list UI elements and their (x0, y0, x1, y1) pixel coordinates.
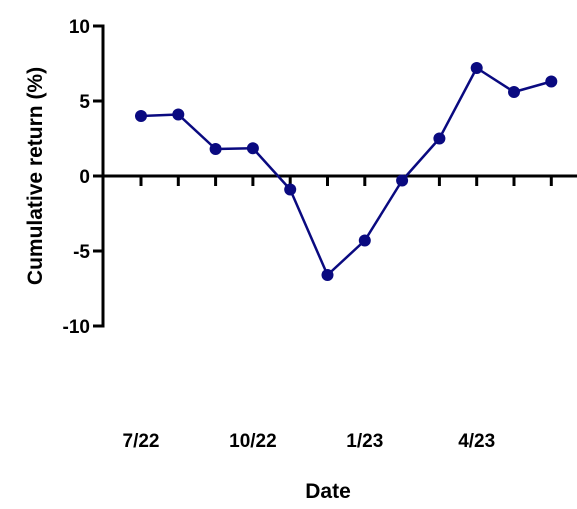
y-axis: 10 5 0 -5 -10 (63, 17, 105, 338)
x-axis-title: Date (305, 480, 351, 503)
x-tick-label: 4/23 (458, 431, 495, 452)
x-tick-label: 10/22 (229, 431, 277, 452)
y-tick-label: -5 (73, 242, 90, 263)
data-point (396, 174, 409, 187)
y-tick-label: 5 (79, 92, 90, 113)
data-point (172, 108, 185, 121)
data-point (508, 86, 520, 98)
data-point (358, 234, 371, 247)
y-axis-title: Cumulative return (%) (24, 67, 47, 285)
data-point (433, 132, 446, 145)
x-tick-label: 7/22 (123, 431, 160, 452)
data-point (246, 142, 259, 155)
data-point (545, 75, 558, 88)
y-tick-label: 0 (79, 167, 90, 188)
y-tick-label: 10 (69, 17, 90, 38)
data-point (284, 183, 297, 196)
data-point (321, 269, 334, 281)
data-point (470, 62, 483, 74)
data-point (135, 110, 147, 122)
series-layer (135, 62, 558, 281)
x-axis: 7/22 10/22 1/23 4/23 (103, 174, 577, 452)
data-point (209, 143, 222, 155)
y-tick-label: -10 (63, 317, 90, 338)
x-tick-label: 1/23 (346, 431, 383, 452)
series-line (140, 66, 552, 277)
